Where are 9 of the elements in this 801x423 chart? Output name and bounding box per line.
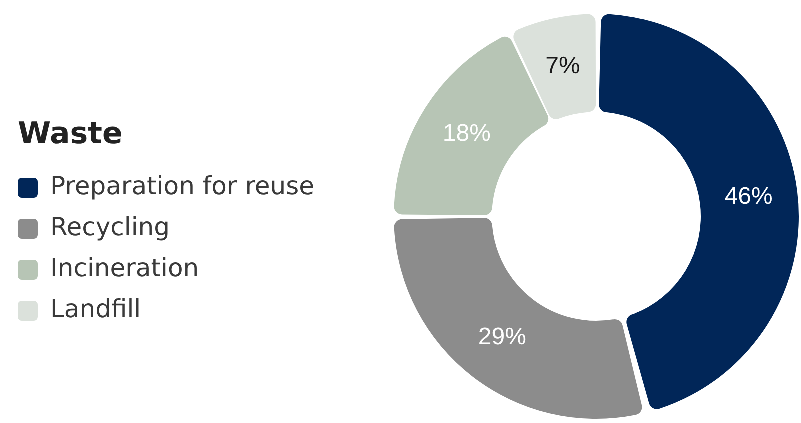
data-label: 46% — [724, 182, 773, 210]
data-label: 18% — [442, 120, 491, 147]
legend-label: Preparation for reuse — [50, 172, 315, 200]
legend-title: Waste — [18, 116, 123, 152]
legend-label: Incineration — [50, 254, 200, 282]
data-label: 7% — [546, 52, 580, 80]
legend-label: Recycling — [50, 212, 170, 242]
data-label: 29% — [478, 323, 526, 350]
legend-label: Landfill — [50, 294, 142, 324]
